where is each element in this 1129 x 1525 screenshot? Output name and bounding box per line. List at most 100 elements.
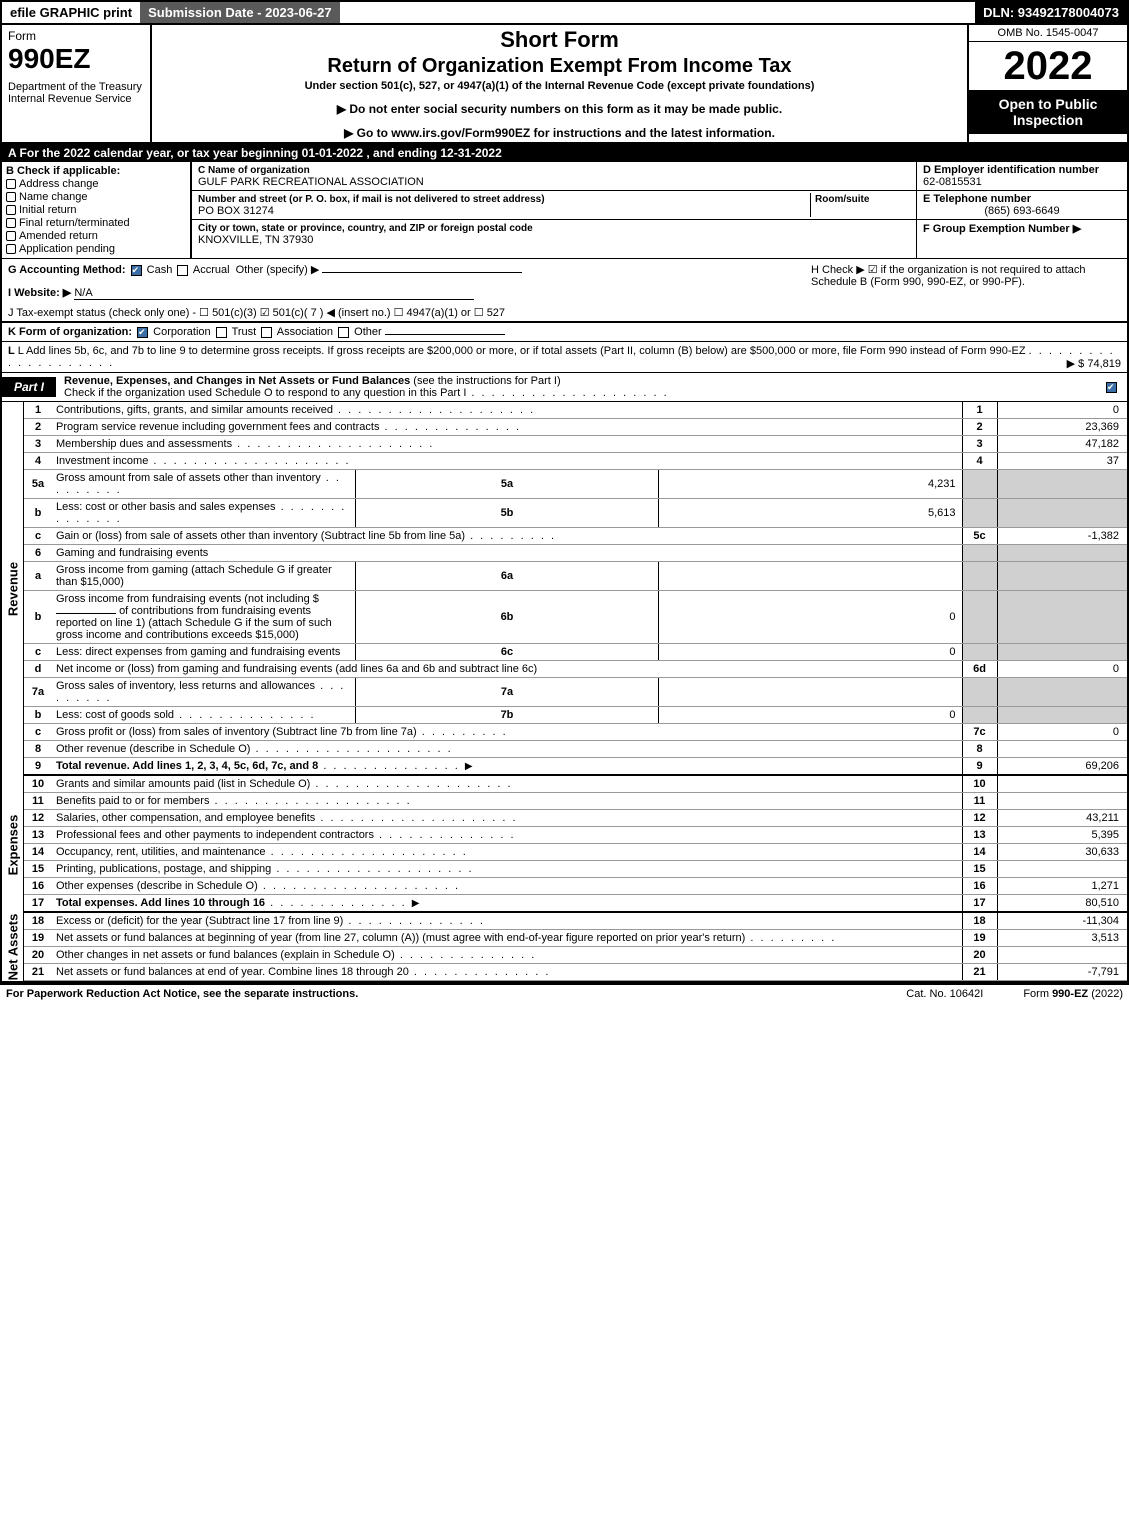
line-4: 4 Investment income 4 37 (24, 453, 1127, 470)
k-trust-checkbox[interactable] (216, 327, 227, 338)
b-initial-return[interactable]: Initial return (6, 204, 186, 216)
line-desc: Net assets or fund balances at beginning… (52, 930, 962, 947)
row-l: L L Add lines 5b, 6c, and 7b to line 9 t… (0, 342, 1129, 373)
row-g-h: G Accounting Method: Cash Accrual Other … (0, 259, 1129, 304)
k-assoc-checkbox[interactable] (261, 327, 272, 338)
expenses-section: Expenses 10 Grants and similar amounts p… (0, 776, 1129, 913)
column-b: B Check if applicable: Address change Na… (2, 162, 192, 258)
line-num: 18 (24, 913, 52, 930)
line-rnum: 12 (962, 810, 997, 827)
k-corp-checkbox[interactable] (137, 327, 148, 338)
line-num: 1 (24, 402, 52, 419)
line-rnum: 8 (962, 741, 997, 758)
line-rval: 0 (997, 402, 1127, 419)
b-pending[interactable]: Application pending (6, 243, 186, 255)
revenue-section: Revenue 1 Contributions, gifts, grants, … (0, 402, 1129, 776)
line-rval: 5,395 (997, 827, 1127, 844)
k-other-checkbox[interactable] (338, 327, 349, 338)
part-1-sub: Check if the organization used Schedule … (64, 387, 466, 399)
line-6: 6 Gaming and fundraising events (24, 545, 1127, 562)
c-street-row: Number and street (or P. O. box, if mail… (192, 191, 916, 220)
form-word: Form (8, 29, 144, 43)
line-rnum: 4 (962, 453, 997, 470)
line-rnum: 7c (962, 724, 997, 741)
line-midnum: 7a (355, 678, 658, 707)
line-sub: c (24, 528, 52, 545)
line-num: 14 (24, 844, 52, 861)
short-form-title: Short Form (158, 27, 961, 53)
b-header: B Check if applicable: (6, 165, 186, 177)
website-value: N/A (74, 287, 92, 299)
h-schedule-b: H Check ▶ ☑ if the organization is not r… (801, 263, 1121, 300)
c-room-label: Room/suite (815, 194, 869, 205)
return-title: Return of Organization Exempt From Incom… (158, 55, 961, 78)
revenue-table: 1 Contributions, gifts, grants, and simi… (24, 402, 1127, 776)
b-address-change[interactable]: Address change (6, 178, 186, 190)
dln: DLN: 93492178004073 (975, 2, 1127, 23)
line-7b: b Less: cost of goods sold 7b 0 (24, 707, 1127, 724)
department: Department of the Treasury Internal Reve… (8, 81, 144, 105)
k-other-blank[interactable] (385, 334, 505, 335)
line-sub: d (24, 661, 52, 678)
omb-number: OMB No. 1545-0047 (969, 25, 1127, 42)
line-desc: Excess or (deficit) for the year (Subtra… (52, 913, 962, 930)
line-7a: 7a Gross sales of inventory, less return… (24, 678, 1127, 707)
line-13: 13 Professional fees and other payments … (24, 827, 1127, 844)
line-rnum: 21 (962, 964, 997, 981)
line-num: 3 (24, 436, 52, 453)
line-rval: 0 (997, 724, 1127, 741)
line-rval: -7,791 (997, 964, 1127, 981)
d-ein-row: D Employer identification number 62-0815… (917, 162, 1127, 191)
b-name-change[interactable]: Name change (6, 191, 186, 203)
line-rval-grey (997, 644, 1127, 661)
line-sub: a (24, 562, 52, 591)
c-name-label: C Name of organization (198, 165, 310, 176)
org-street: PO BOX 31274 (198, 205, 274, 217)
line-5b: b Less: cost or other basis and sales ex… (24, 499, 1127, 528)
b-amended[interactable]: Amended return (6, 230, 186, 242)
line-rval-grey (997, 499, 1127, 528)
ssn-warning: ▶ Do not enter social security numbers o… (158, 102, 961, 116)
row-j: J Tax-exempt status (check only one) - ☐… (0, 304, 1129, 322)
line-rval: 3,513 (997, 930, 1127, 947)
e-tel-row: E Telephone number (865) 693-6649 (917, 191, 1127, 220)
line-num: 12 (24, 810, 52, 827)
line-num: 7a (24, 678, 52, 707)
instructions-link[interactable]: ▶ Go to www.irs.gov/Form990EZ for instru… (158, 126, 961, 140)
line-midnum: 7b (355, 707, 658, 724)
line-rnum: 15 (962, 861, 997, 878)
line-desc: Contributions, gifts, grants, and simila… (52, 402, 962, 419)
expenses-table: 10 Grants and similar amounts paid (list… (24, 776, 1127, 913)
g-other-blank[interactable] (322, 272, 522, 273)
part-1-paren: (see the instructions for Part I) (413, 375, 560, 387)
line-desc: Net assets or fund balances at end of ye… (52, 964, 962, 981)
line-20: 20 Other changes in net assets or fund b… (24, 947, 1127, 964)
line-rnum: 2 (962, 419, 997, 436)
line-rval: 1,271 (997, 878, 1127, 895)
g-accrual-checkbox[interactable] (177, 265, 188, 276)
page-footer: For Paperwork Reduction Act Notice, see … (0, 983, 1129, 1003)
line-rnum-grey (962, 678, 997, 707)
submission-date: Submission Date - 2023-06-27 (140, 2, 340, 23)
f-group-label: F Group Exemption Number ▶ (923, 223, 1081, 235)
line-rnum: 11 (962, 793, 997, 810)
part-1-checkbox[interactable] (1104, 381, 1127, 393)
g-label: G Accounting Method: (8, 264, 126, 276)
line-21: 21 Net assets or fund balances at end of… (24, 964, 1127, 981)
line-num: 4 (24, 453, 52, 470)
part-1-desc: Revenue, Expenses, and Changes in Net As… (56, 373, 1104, 401)
line-rnum: 13 (962, 827, 997, 844)
l-text: L Add lines 5b, 6c, and 7b to line 9 to … (18, 345, 1026, 357)
org-name: GULF PARK RECREATIONAL ASSOCIATION (198, 176, 424, 188)
g-cash-checkbox[interactable] (131, 265, 142, 276)
line-rnum: 14 (962, 844, 997, 861)
line-midval (659, 678, 962, 707)
line-midnum: 6a (355, 562, 658, 591)
line-desc: Other expenses (describe in Schedule O) (52, 878, 962, 895)
line-5c: c Gain or (loss) from sale of assets oth… (24, 528, 1127, 545)
g-cash-label: Cash (147, 264, 173, 276)
line-rnum-grey (962, 707, 997, 724)
dots (466, 387, 668, 399)
b-final-return[interactable]: Final return/terminated (6, 217, 186, 229)
line-midnum: 6b (355, 591, 658, 644)
